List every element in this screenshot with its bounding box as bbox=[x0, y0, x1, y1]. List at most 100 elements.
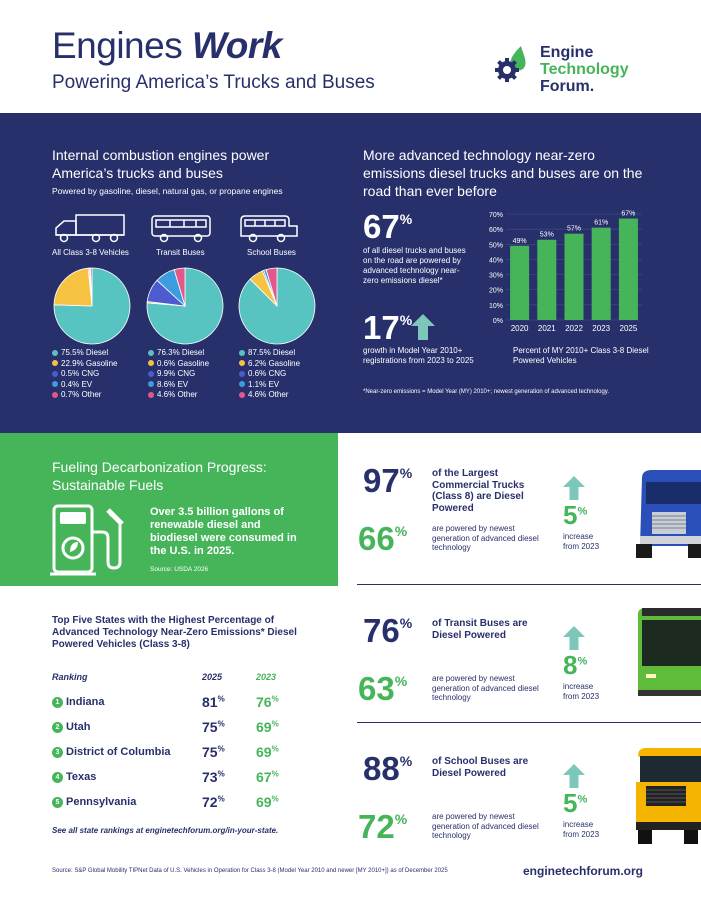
transit-bus-icon bbox=[150, 214, 212, 249]
legend-item: 75.5% Diesel bbox=[52, 348, 117, 359]
stat-newest-text: are powered by newest generation of adva… bbox=[432, 674, 539, 702]
legend-dot bbox=[148, 349, 154, 356]
value-2025: 81% bbox=[202, 694, 225, 710]
legend-dot bbox=[52, 391, 58, 398]
bar bbox=[591, 227, 611, 320]
stat-increase: 5% bbox=[563, 788, 588, 818]
title-part-b: Work bbox=[192, 25, 282, 66]
col-2023: 2023 bbox=[256, 672, 277, 682]
legend-label: 0.7% Other bbox=[61, 390, 102, 399]
legend-label: 0.4% EV bbox=[61, 379, 93, 389]
left-heading: Internal combustion engines power Americ… bbox=[52, 147, 270, 181]
bar-data-label: 67% bbox=[621, 211, 635, 218]
bar bbox=[564, 233, 584, 320]
state-name: Indiana bbox=[66, 696, 105, 708]
stat-17-number: 17 bbox=[363, 309, 400, 346]
legend-dot bbox=[239, 349, 245, 356]
rank-badge: 3 bbox=[52, 746, 63, 758]
bar bbox=[537, 239, 557, 320]
x-tick-label: 2022 bbox=[565, 324, 583, 333]
bar-data-label: 53% bbox=[540, 232, 554, 239]
stat-67: 67% bbox=[363, 210, 412, 244]
legend-item: 8.6% EV bbox=[148, 380, 209, 391]
y-tick-label: 50% bbox=[489, 242, 503, 249]
bar-data-label: 49% bbox=[513, 238, 527, 245]
legend-dot bbox=[148, 391, 154, 398]
y-tick-label: 10% bbox=[489, 303, 503, 310]
legend-label: 0.6% Gasoline bbox=[157, 358, 210, 368]
table-row: 3 District of Columbia 75% 69% bbox=[52, 744, 292, 764]
pie-slice bbox=[89, 267, 93, 307]
state-name: Utah bbox=[66, 721, 91, 733]
stat-newest-text: are powered by newest generation of adva… bbox=[432, 812, 539, 840]
divider-1 bbox=[357, 584, 701, 585]
page-title: Engines Work bbox=[52, 26, 282, 66]
value-2025: 72% bbox=[202, 794, 225, 810]
bar-data-label: 61% bbox=[594, 220, 608, 227]
x-tick-label: 2023 bbox=[592, 324, 610, 333]
stat-newest-share: 72% bbox=[358, 808, 408, 845]
legend-dot bbox=[239, 360, 245, 367]
state-name: District of Columbia bbox=[66, 746, 171, 758]
logo-text: Engine Technology Forum. bbox=[540, 44, 629, 95]
pie-chart-2 bbox=[238, 267, 316, 345]
right-heading: More advanced technology near-zero emiss… bbox=[363, 147, 643, 199]
pie-slice bbox=[53, 267, 93, 307]
legend-dot bbox=[52, 370, 58, 377]
legend-dot bbox=[148, 370, 154, 377]
legend-label: 76.3% Diesel bbox=[157, 348, 205, 357]
divider-2 bbox=[357, 722, 701, 723]
pie-slice bbox=[173, 267, 186, 307]
state-name: Pennsylvania bbox=[66, 796, 137, 808]
value-2023: 69% bbox=[256, 794, 279, 810]
col-ranking: Ranking bbox=[52, 672, 88, 682]
legend-item: 4.6% Other bbox=[148, 390, 209, 401]
stat-newest-share: 66% bbox=[358, 520, 408, 557]
school-bus-image bbox=[632, 746, 701, 851]
y-tick-label: 0% bbox=[493, 318, 503, 325]
stat-diesel-share: 88% bbox=[363, 750, 413, 787]
legend-dot bbox=[148, 360, 154, 367]
states-heading: Top Five States with the Highest Percent… bbox=[52, 615, 297, 650]
stat-increase: 5% bbox=[563, 500, 588, 530]
rank-badge: 1 bbox=[52, 696, 63, 708]
stat-17-percent: % bbox=[399, 312, 413, 328]
legend-item: 22.9% Gasoline bbox=[52, 359, 117, 370]
legend-item: 4.6% Other bbox=[239, 390, 300, 401]
fuel-source: Source: USDA 2026 bbox=[150, 566, 209, 573]
legend-item: 76.3% Diesel bbox=[148, 348, 209, 359]
pie-label-2: School Buses bbox=[247, 248, 296, 257]
pie-chart-0 bbox=[53, 267, 131, 345]
legend-label: 9.9% CNG bbox=[157, 369, 196, 378]
stat-newest-text: are powered by newest generation of adva… bbox=[432, 524, 539, 552]
legend-label: 22.9% Gasoline bbox=[61, 358, 118, 368]
legend-item: 0.5% CNG bbox=[52, 369, 117, 380]
legend-label: 4.6% Other bbox=[157, 390, 198, 399]
legend-label: 8.6% EV bbox=[157, 379, 189, 389]
legend-label: 75.5% Diesel bbox=[61, 348, 109, 357]
bar bbox=[510, 245, 530, 320]
legend-dot bbox=[52, 349, 58, 356]
footer-url[interactable]: enginetechforum.org bbox=[523, 864, 644, 878]
fuel-text: Over 3.5 billion gallons of renewable di… bbox=[150, 506, 297, 557]
up-arrow-icon bbox=[411, 314, 435, 345]
left-subheading: Powered by gasoline, diesel, natural gas… bbox=[52, 186, 283, 196]
bar-chart: 70% 60% 50% 40% 30% 20% 10% 0% 49% 2020 53% 2021 57%… bbox=[489, 211, 642, 333]
fuel-heading: Fueling Decarbonization Progress: Sustai… bbox=[52, 459, 267, 493]
stat-17: 17% bbox=[363, 311, 412, 345]
states-footer: See all state rankings at enginetechforu… bbox=[52, 826, 279, 835]
pie-label-0: All Class 3-8 Vehicles bbox=[52, 248, 129, 257]
pie-legend-2: 87.5% Diesel 6.2% Gasoline 0.6% CNG 1.1% EV… bbox=[239, 348, 300, 401]
pie-chart-1 bbox=[146, 267, 224, 345]
legend-label: 4.6% Other bbox=[248, 390, 289, 399]
table-row: 2 Utah 75% 69% bbox=[52, 719, 292, 739]
stat-67-text: of all diesel trucks and buses on the ro… bbox=[363, 246, 466, 285]
legend-item: 1.1% EV bbox=[239, 380, 300, 391]
y-tick-label: 60% bbox=[489, 227, 503, 234]
stat-17-text: growth in Model Year 2010+ registrations… bbox=[363, 346, 474, 365]
stat-newest-share: 63% bbox=[358, 670, 408, 707]
page-subtitle: Powering America’s Trucks and Buses bbox=[52, 72, 375, 93]
value-2023: 69% bbox=[256, 744, 279, 760]
x-tick-label: 2021 bbox=[538, 324, 556, 333]
up-arrow-icon bbox=[563, 626, 585, 655]
